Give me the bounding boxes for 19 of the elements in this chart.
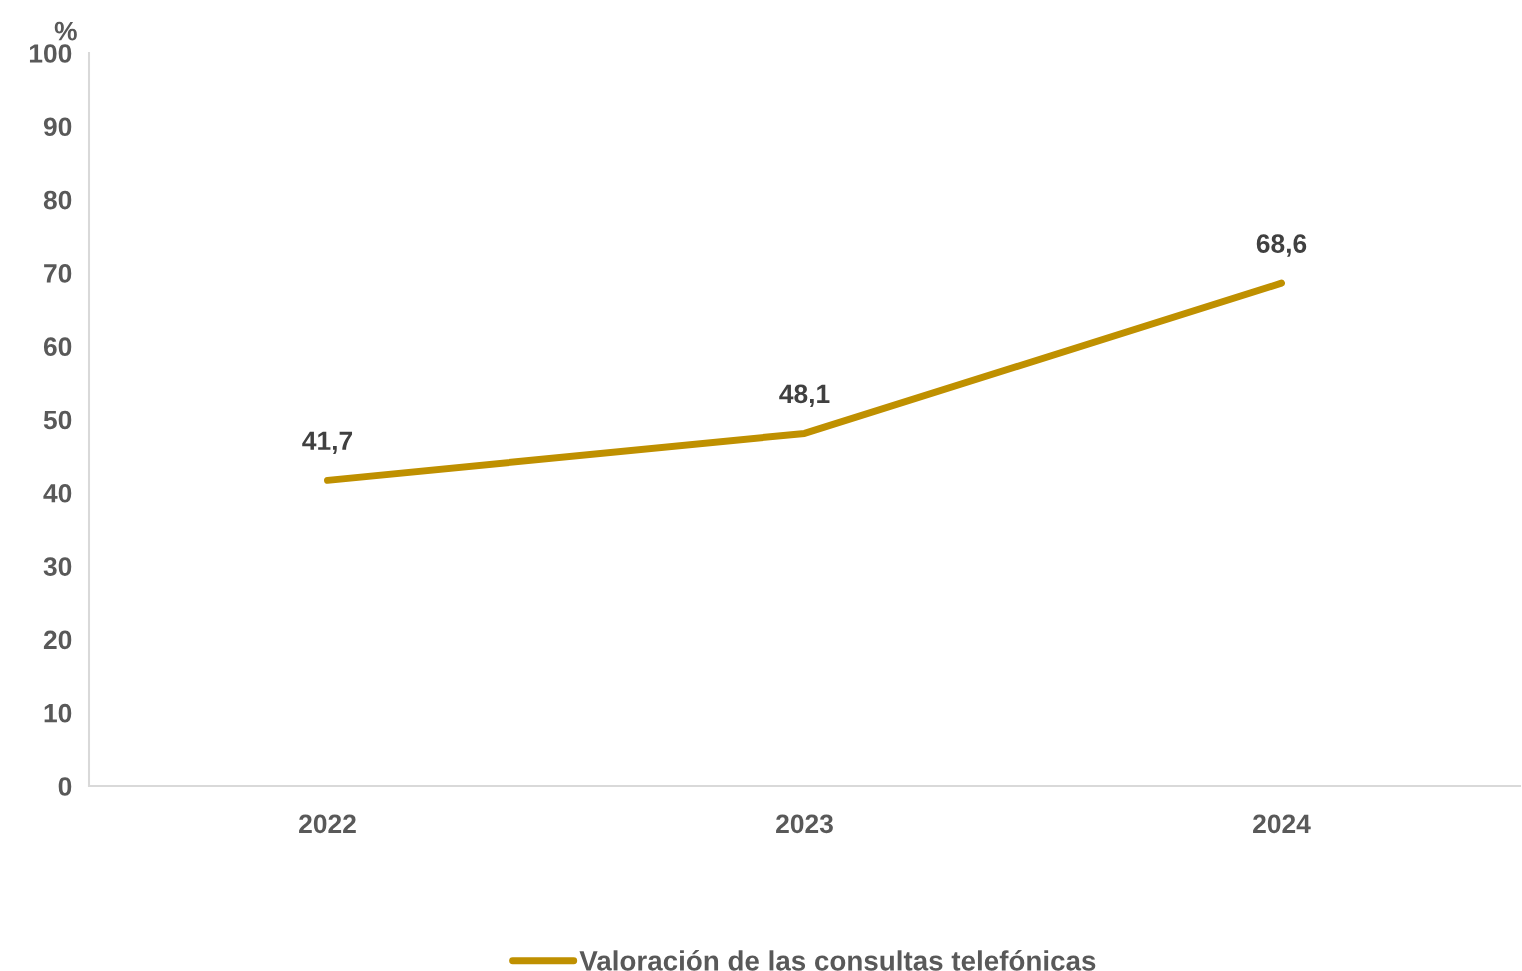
x-tick-label: 2022 xyxy=(299,814,356,834)
y-tick-label: 60 xyxy=(43,337,72,357)
data-label: 41,7 xyxy=(302,431,353,454)
y-tick-label: 70 xyxy=(44,264,72,283)
y-tick-label: 0 xyxy=(58,777,72,796)
y-axis-title: % xyxy=(54,21,77,41)
y-tick-label: 10 xyxy=(44,703,72,723)
y-tick-label: 30 xyxy=(43,557,72,576)
x-tick-label: 2024 xyxy=(1253,814,1311,834)
x-tick-label: 2023 xyxy=(776,814,833,834)
y-tick-label: 100 xyxy=(29,44,72,63)
data-label: 48,1 xyxy=(779,384,830,408)
legend-label: Valoración de las consultas telefónicas xyxy=(579,950,1096,971)
y-tick-label: 80 xyxy=(43,190,72,210)
y-tick-label: 90 xyxy=(43,117,72,137)
y-tick-label: 20 xyxy=(43,630,72,650)
y-tick-label: 50 xyxy=(43,410,72,430)
y-tick-label: 40 xyxy=(43,483,72,503)
data-label: 68,6 xyxy=(1256,234,1307,257)
